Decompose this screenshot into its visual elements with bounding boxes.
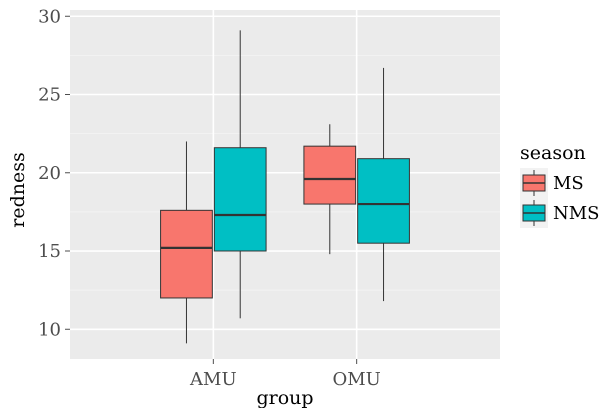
box-MS-OMU [303, 124, 357, 255]
legend-item-NMS: NMS [520, 198, 600, 228]
y-tick-label: 25 [38, 85, 61, 106]
box-MS-AMU [160, 141, 213, 344]
grid-major [70, 10, 500, 359]
plot-panel [70, 10, 500, 359]
legend-label: MS [553, 173, 584, 194]
box-iqr [303, 145, 357, 205]
x-axis-title: group [256, 387, 313, 408]
y-tick-label: 20 [38, 163, 61, 184]
x-tick-label: OMU [332, 369, 380, 390]
y-axis: 10 15 20 25 30 [38, 6, 70, 340]
y-tick-label: 10 [38, 319, 61, 340]
box-NMS-OMU [357, 67, 410, 302]
y-tick-label: 30 [38, 6, 61, 27]
y-axis-title: redness [7, 152, 29, 227]
box-iqr [357, 158, 410, 244]
legend-item-MS: MS [520, 168, 584, 198]
y-tick-label: 15 [38, 241, 61, 262]
boxes [160, 30, 410, 344]
legend: season MS NMS [520, 142, 600, 228]
box-iqr [213, 147, 267, 252]
box-NMS-AMU [213, 30, 267, 319]
legend-label: NMS [553, 203, 600, 224]
x-tick-label: AMU [189, 369, 237, 390]
box-iqr [160, 209, 213, 299]
grid-minor [70, 54, 500, 291]
x-axis: AMU OMU [189, 359, 381, 390]
legend-title: season [520, 142, 586, 164]
